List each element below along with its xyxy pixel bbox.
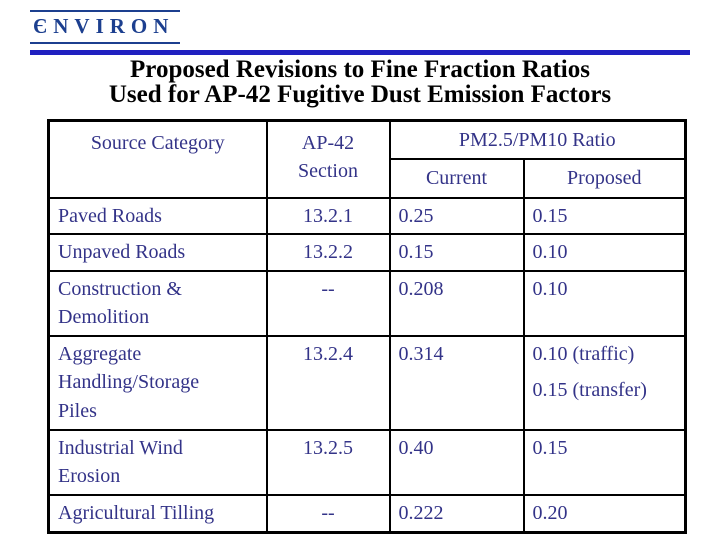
cell-line: Demolition [58,306,150,329]
cell-proposed-ratio: 0.10 (traffic) 0.15 (transfer) [522,334,687,431]
cell-current-ratio: 0.314 [388,334,525,431]
table-row: Industrial Wind Erosion 13.2.5 0.40 0.15 [47,428,687,496]
cell-proposed-ratio: 0.10 [522,233,687,272]
logo-top-rule [30,10,180,12]
header-source-category: Source Category [47,119,268,199]
table-header-row-2: Current Proposed [49,158,687,199]
table-header: Source Category AP-42 Section PM2.5/PM10… [47,119,687,199]
logo-bottom-rule [30,42,180,44]
header-proposed: Proposed [522,158,687,199]
ratios-table: Source Category AP-42 Section PM2.5/PM10… [47,119,688,535]
cell-ap42-section: -- [265,269,391,337]
cell-ap42-section: 13.2.1 [265,196,391,236]
table-row: Paved Roads 13.2.1 0.25 0.15 [47,196,687,236]
cell-ap42-section: 13.2.2 [265,233,391,272]
cell-source-category: Agricultural Tilling [47,493,268,534]
page-title: Proposed Revisions to Fine Fraction Rati… [0,57,720,107]
cell-line: Industrial Wind [58,436,183,459]
cell-current-ratio: 0.25 [388,196,525,236]
header-ap42-section: AP-42 Section [265,119,391,199]
header-ratio-group: PM2.5/PM10 Ratio [388,119,687,160]
cell-line: Handling/Storage [58,371,200,394]
cell-ap42-section: 13.2.5 [265,428,391,496]
table-row: Unpaved Roads 13.2.2 0.15 0.10 [47,233,687,272]
cell-line: Aggregate [58,342,142,365]
table-row: Agricultural Tilling -- 0.222 0.20 [47,493,687,534]
cell-source-category: Construction & Demolition [47,269,268,337]
cell-current-ratio: 0.208 [388,269,525,337]
cell-source-category: Aggregate Handling/Storage Piles [47,334,268,431]
table-header-row-1: Source Category AP-42 Section PM2.5/PM10… [47,119,687,199]
title-line-2: Used for AP-42 Fugitive Dust Emission Fa… [108,81,612,108]
table-row: Construction & Demolition -- 0.208 0.10 [47,269,687,337]
cell-line: Erosion [58,465,121,488]
cell-ap42-section: -- [265,493,391,534]
cell-current-ratio: 0.40 [388,428,525,496]
environ-logo: ЄNVIRON [30,10,180,44]
cell-source-category: Unpaved Roads [47,233,268,272]
header-divider-rule [30,50,690,55]
cell-current-ratio: 0.15 [388,233,525,272]
cell-proposed-ratio: 0.15 [522,428,687,496]
title-line-1: Proposed Revisions to Fine Fraction Rati… [130,56,590,83]
table-row: Aggregate Handling/Storage Piles 13.2.4 0.… [47,334,687,431]
cell-line: Construction & [58,277,182,300]
logo-text: ЄNVIRON [33,14,175,38]
cell-proposed-ratio: 0.15 [522,196,687,236]
cell-source-category: Industrial Wind Erosion [47,428,268,496]
cell-proposed-ratio: 0.10 [522,269,687,337]
table-body: Paved Roads 13.2.1 0.25 0.15 Unpaved Roa… [47,196,687,534]
cell-current-ratio: 0.222 [388,493,525,534]
cell-line: Piles [58,399,97,422]
header-current: Current [388,158,525,199]
cell-ap42-section: 13.2.4 [265,334,391,431]
cell-line: 0.15 (transfer) [532,379,647,402]
cell-line: 0.10 (traffic) [532,342,635,365]
header-ap42-line-1: AP-42 [301,132,355,154]
cell-source-category: Paved Roads [47,196,268,236]
header-ap42-line-2: Section [298,160,358,183]
cell-proposed-ratio: 0.20 [522,493,687,534]
